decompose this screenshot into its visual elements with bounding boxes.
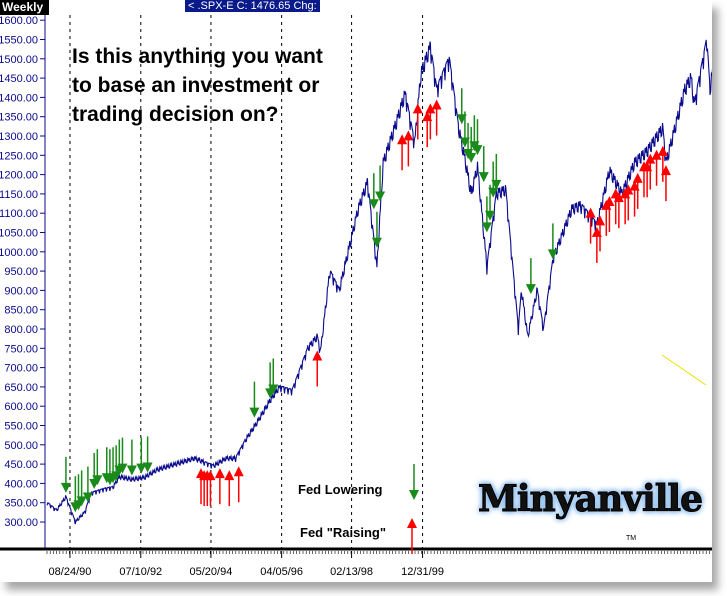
x-tick-label: 05/20/94 <box>190 566 233 578</box>
fed-lowering-arrow <box>375 191 386 202</box>
fed-raising-arrow <box>403 130 414 141</box>
fed-lowering-arrow <box>547 249 558 260</box>
x-tick-label: 04/05/96 <box>260 566 303 578</box>
y-tick-label: 600.00 <box>4 401 38 413</box>
x-tick-label: 08/24/90 <box>49 566 92 578</box>
trademark: TM <box>626 535 637 542</box>
y-tick-label: 1050.00 <box>0 228 38 240</box>
annotation: Is this anything you want to base an inv… <box>72 45 323 126</box>
fed-lowering-arrow <box>268 384 279 395</box>
fed-raising-arrow <box>425 103 436 114</box>
y-tick-label: 450.00 <box>4 459 38 471</box>
fed-lowering-arrow <box>76 496 87 507</box>
y-tick-label: 1450.00 <box>0 73 38 85</box>
fed-lowering-arrow <box>485 210 496 221</box>
y-tick-label: 750.00 <box>4 343 38 355</box>
fed-raising-arrow <box>397 134 408 145</box>
fed-raising-arrow <box>431 99 442 110</box>
y-tick-label: 1000.00 <box>0 247 38 259</box>
fed-raising-arrow <box>595 215 606 226</box>
fed-raising-arrow <box>604 196 615 207</box>
fed-lowering-arrow <box>60 482 71 493</box>
x-tick-label: 12/31/99 <box>401 566 444 578</box>
y-tick-label: 550.00 <box>4 421 38 433</box>
y-tick-label: 500.00 <box>4 440 38 452</box>
period-label[interactable]: Weekly <box>0 0 50 15</box>
fed-lowering-arrow <box>371 237 382 248</box>
fed-raising-arrow <box>214 468 225 479</box>
price-line <box>46 39 712 525</box>
fed-lowering-arrow <box>117 463 128 474</box>
fed-raising-arrow <box>233 466 244 477</box>
fed-lowering-arrow <box>82 492 93 503</box>
fed-raising-arrow <box>224 470 235 481</box>
fed-lowering-arrow <box>525 284 536 295</box>
y-tick-label: 800.00 <box>4 324 38 336</box>
y-tick-label: 1550.00 <box>0 35 38 47</box>
fed-lowering-arrow <box>249 407 260 418</box>
fed-raising-arrow <box>651 149 662 160</box>
legend-lowering-arrow <box>409 490 419 500</box>
legend-lowering: Fed Lowering <box>298 482 383 497</box>
y-tick-label: 950.00 <box>4 266 38 278</box>
y-tick-label: 1400.00 <box>0 92 38 104</box>
y-tick-label: 850.00 <box>4 305 38 317</box>
y-tick-label: 700.00 <box>4 363 38 375</box>
y-tick-label: 1350.00 <box>0 112 38 124</box>
price-chart: 300.00 350.00 400.00 450.00 500.00 550.00 600.… <box>0 15 712 578</box>
fed-lowering-arrow <box>481 222 492 233</box>
fed-lowering-arrow <box>136 463 147 474</box>
fed-lowering-arrow <box>126 465 137 476</box>
x-tick-label: 02/13/98 <box>330 566 373 578</box>
y-tick-label: 650.00 <box>4 382 38 394</box>
fed-raising-arrow <box>632 172 643 183</box>
symbol-info: < .SPX-E C: 1476.65 Chg: <box>185 0 320 12</box>
y-tick-label: 1150.00 <box>0 189 38 201</box>
legend-raising: Fed "Raising" <box>300 525 387 540</box>
y-tick-label: 1250.00 <box>0 150 38 162</box>
annotation-text: Is this anything you want to base an inv… <box>72 42 342 129</box>
fed-lowering-arrow <box>488 187 499 198</box>
y-tick-label: 300.00 <box>4 517 38 529</box>
y-tick-label: 350.00 <box>4 498 38 510</box>
fed-lowering-arrow <box>466 152 477 163</box>
y-tick-label: 1600.00 <box>0 15 38 27</box>
fed-lowering-arrow <box>142 462 153 473</box>
y-tick-label: 1300.00 <box>0 131 38 143</box>
y-tick-label: 1200.00 <box>0 170 38 182</box>
y-tick-label: 900.00 <box>4 285 38 297</box>
fed-lowering-arrow <box>368 199 379 210</box>
y-tick-label: 1500.00 <box>0 54 38 66</box>
fed-raising-arrow <box>623 184 634 195</box>
fed-raising-arrow <box>613 192 624 203</box>
fed-raising-arrow <box>657 145 668 156</box>
fed-lowering-arrow <box>92 475 103 486</box>
fed-lowering-arrow <box>472 145 483 156</box>
fed-lowering-arrow <box>491 179 502 190</box>
legend-raising-arrow <box>407 518 417 528</box>
y-tick-label: 1100.00 <box>0 208 38 220</box>
x-tick-label: 07/10/92 <box>119 566 162 578</box>
fed-raising-arrow <box>585 207 596 218</box>
fed-lowering-arrow <box>478 172 489 183</box>
fed-raising-arrow <box>660 165 671 176</box>
fed-raising-arrow <box>645 153 656 164</box>
decorative-line <box>661 354 707 386</box>
y-tick-label: 400.00 <box>4 478 38 490</box>
fed-raising-arrow <box>412 103 423 114</box>
fed-raising-arrow <box>312 350 323 361</box>
chart-frame: 300.00 350.00 400.00 450.00 500.00 550.00 600.… <box>0 0 712 578</box>
fed-raising-arrow <box>205 470 216 481</box>
minyanville-logo: Minyanville <box>478 478 704 521</box>
